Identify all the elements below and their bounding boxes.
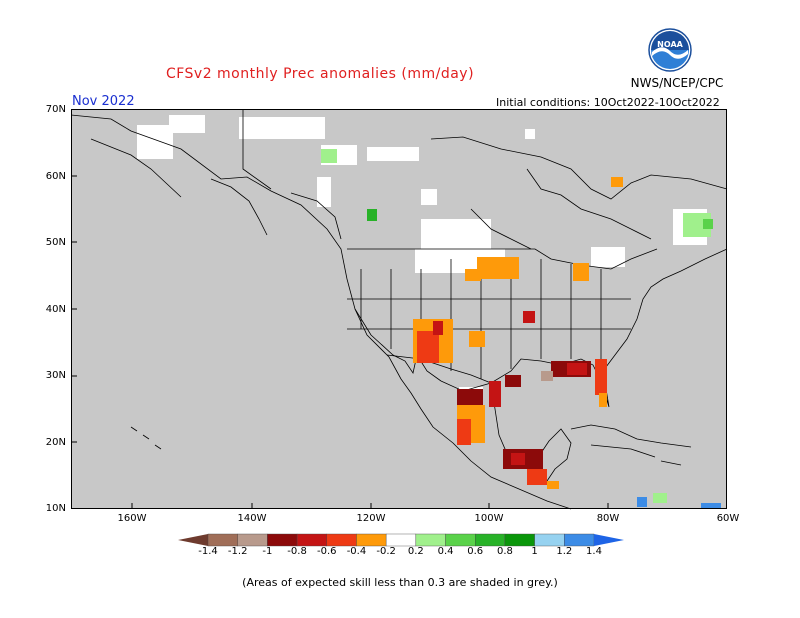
- map-background: [71, 109, 727, 509]
- colorbar-label: 1.4: [586, 546, 602, 557]
- colorbar-label: -1.4: [198, 546, 218, 557]
- skill-footnote: (Areas of expected skill less than 0.3 a…: [242, 576, 558, 589]
- colorbar-label: -0.6: [317, 546, 337, 557]
- colorbar: [178, 533, 624, 547]
- logo-text: NOAA: [657, 40, 683, 49]
- colorbar-cell: [326, 533, 357, 547]
- lon-label-60w: 60W: [716, 513, 740, 524]
- precip-anomaly-map: [71, 109, 728, 510]
- colorbar-cell: [534, 533, 565, 547]
- colorbar-cell: [564, 533, 595, 547]
- colorbar-low-arrow: [178, 534, 208, 546]
- noaa-logo: NOAA: [648, 28, 692, 76]
- colorbar-cell: [296, 533, 327, 547]
- colorbar-cell: [356, 533, 387, 547]
- colorbar-label: 0.8: [496, 546, 513, 557]
- lon-label-100w: 100W: [474, 513, 504, 524]
- lat-label-60n: 60N: [45, 171, 66, 182]
- colorbar-cell: [445, 533, 476, 547]
- colorbar-label: 1: [531, 546, 538, 557]
- agency-label: NWS/NCEP/CPC: [630, 76, 724, 90]
- lat-label-70n: 70N: [45, 104, 66, 115]
- colorbar-label: 0.2: [407, 546, 424, 557]
- dry-anomalies: [413, 177, 623, 489]
- islands: [130, 426, 682, 466]
- lat-label-40n: 40N: [45, 304, 66, 315]
- colorbar-label: -0.2: [376, 546, 396, 557]
- lat-label-10n: 10N: [45, 503, 66, 514]
- colorbar-cell: [385, 533, 417, 547]
- colorbar-cell: [267, 533, 298, 547]
- wet-anomalies: [321, 149, 721, 509]
- lon-label-160w: 160W: [117, 513, 147, 524]
- colorbar-label: 0.6: [467, 546, 484, 557]
- colorbar-cell: [415, 533, 446, 547]
- colorbar-cell: [475, 533, 506, 547]
- colorbar-label: -0.8: [287, 546, 307, 557]
- colorbar-label: -1.2: [227, 546, 248, 557]
- lat-label-50n: 50N: [45, 237, 66, 248]
- colorbar-label: 1.2: [556, 546, 573, 557]
- colorbar-label: 0.4: [437, 546, 454, 557]
- lat-label-20n: 20N: [45, 437, 66, 448]
- colorbar-cell: [504, 533, 535, 547]
- colorbar-high-arrow: [594, 534, 624, 546]
- colorbar-cell: [207, 533, 238, 547]
- forecast-month: Nov 2022: [72, 94, 135, 109]
- lon-label-120w: 120W: [356, 513, 386, 524]
- lon-label-140w: 140W: [237, 513, 267, 524]
- map-frame: [71, 109, 727, 509]
- initial-conditions: Initial conditions: 10Oct2022-10Oct2022: [496, 96, 720, 109]
- colorbar-label: -1: [262, 546, 273, 557]
- lon-label-80w: 80W: [596, 513, 620, 524]
- map-title: CFSv2 monthly Prec anomalies (mm/day): [165, 66, 475, 82]
- colorbar-cell: [237, 533, 268, 547]
- colorbar-label: -0.4: [346, 546, 367, 557]
- lat-label-30n: 30N: [45, 370, 66, 381]
